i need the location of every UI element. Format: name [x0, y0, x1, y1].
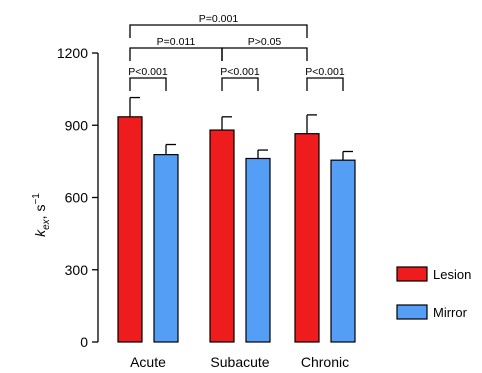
significance-bracket	[222, 78, 258, 91]
y-tick-label: 900	[65, 117, 89, 133]
p-value-label: P<0.001	[220, 66, 260, 78]
p-value-label: P=0.001	[199, 13, 239, 25]
y-tick-label: 600	[65, 190, 89, 206]
y-tick-label: 300	[65, 262, 89, 278]
significance-bracket	[307, 78, 343, 91]
axes: 0 300 600 900 1200	[57, 45, 98, 350]
significance-bracket	[130, 48, 222, 61]
bar-lesion-acute	[118, 117, 142, 342]
legend-swatch-lesion	[397, 267, 427, 281]
p-value-label: P<0.001	[128, 66, 168, 78]
y-axis-label-sup: −1	[31, 193, 42, 205]
bar-lesion-chronic	[295, 134, 319, 342]
bar-mirror-subacute	[246, 158, 270, 342]
y-axis-label: kex, s−1	[31, 193, 52, 237]
significance-bracket	[222, 48, 307, 61]
category-label: Chronic	[301, 354, 349, 370]
y-axis-label-rest: , s	[32, 205, 48, 220]
category-label: Acute	[130, 354, 166, 370]
bars: Acute Subacute Chronic	[118, 98, 355, 370]
y-tick-label: 1200	[57, 45, 88, 61]
category-label: Subacute	[210, 354, 269, 370]
legend-label-mirror: Mirror	[433, 305, 468, 320]
bar-mirror-chronic	[331, 160, 355, 342]
significance-annotations: P<0.001 P<0.001 P<0.001 P=0.011 P>0.05 P=0.00…	[128, 13, 345, 91]
y-tick-label: 0	[80, 334, 88, 350]
bar-mirror-acute	[154, 155, 178, 342]
p-value-label: P>0.05	[248, 36, 282, 48]
significance-bracket	[130, 78, 166, 91]
bar-lesion-subacute	[210, 130, 234, 342]
legend: Lesion Mirror	[397, 267, 471, 320]
p-value-label: P<0.001	[305, 66, 345, 78]
legend-swatch-mirror	[397, 305, 427, 319]
legend-label-lesion: Lesion	[433, 267, 471, 282]
p-value-label: P=0.011	[157, 36, 196, 48]
